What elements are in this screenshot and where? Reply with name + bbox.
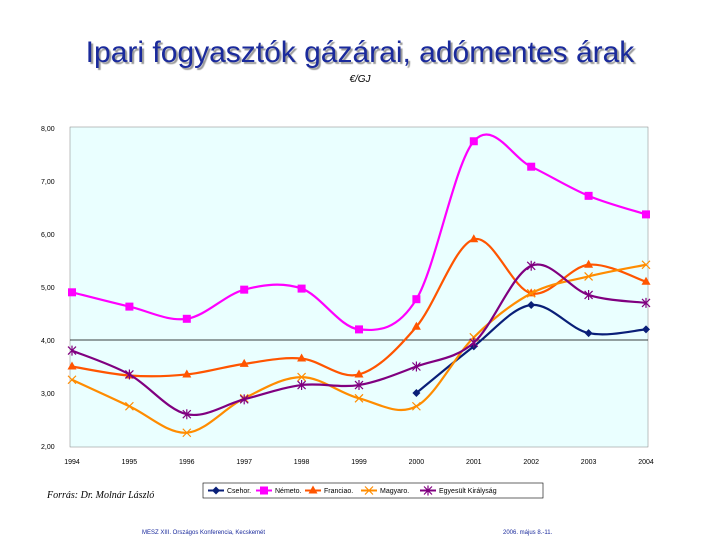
data-point bbox=[641, 260, 651, 270]
data-point bbox=[469, 137, 478, 146]
unit-label: €/GJ bbox=[349, 74, 371, 85]
data-point bbox=[526, 260, 536, 271]
data-point bbox=[584, 329, 593, 338]
data-point bbox=[125, 302, 134, 311]
x-tick-label: 1995 bbox=[122, 459, 138, 466]
legend: Csehor. Németo. Franciao. Magyaro. Egyesült … bbox=[202, 482, 544, 499]
data-point bbox=[469, 337, 479, 348]
data-point bbox=[469, 234, 479, 243]
slide-title: Ipari fogyasztók gázárai, adómentes árak bbox=[85, 36, 635, 69]
data-point bbox=[182, 369, 192, 378]
data-point bbox=[412, 389, 421, 397]
legend-swatch-marker bbox=[212, 486, 220, 495]
legend-label: Németo. bbox=[275, 488, 302, 495]
x-tick-label: 1994 bbox=[64, 459, 80, 466]
legend-swatch-marker bbox=[308, 485, 318, 494]
data-point bbox=[642, 325, 650, 334]
x-tick-label: 2003 bbox=[581, 459, 597, 466]
y-tick-label: 3,00 bbox=[41, 391, 55, 398]
data-point bbox=[182, 314, 191, 323]
data-point bbox=[67, 375, 77, 385]
data-point bbox=[527, 301, 536, 310]
x-tick-label: 1999 bbox=[351, 459, 367, 466]
data-point bbox=[642, 210, 650, 219]
source-note: Forrás: Dr. Molnár László bbox=[47, 490, 155, 501]
x-tick-label: 2004 bbox=[638, 459, 654, 466]
y-axis: 8,00 7,00 6,00 5,00 4,00 3,00 2,00 bbox=[41, 126, 648, 451]
data-point bbox=[527, 162, 536, 171]
y-tick-label: 6,00 bbox=[41, 232, 55, 239]
data-point bbox=[354, 369, 364, 378]
series-line bbox=[71, 263, 647, 417]
data-point bbox=[412, 295, 421, 304]
legend-label: Magyaro. bbox=[380, 488, 409, 495]
data-point bbox=[67, 345, 77, 356]
x-tick-label: 2000 bbox=[409, 459, 425, 466]
series-line bbox=[71, 238, 647, 378]
data-point bbox=[641, 276, 651, 285]
data-point bbox=[124, 401, 134, 411]
data-point bbox=[240, 285, 249, 294]
footer-date: 2006. május 8.-11. bbox=[503, 530, 553, 536]
data-point bbox=[297, 380, 307, 391]
legend-label: Egyesült Királyság bbox=[439, 488, 497, 495]
legend-label: Csehor. bbox=[227, 488, 251, 495]
y-tick-label: 7,00 bbox=[41, 179, 55, 186]
x-tick-label: 2002 bbox=[523, 459, 539, 466]
data-point bbox=[411, 361, 421, 372]
data-point bbox=[526, 288, 536, 298]
x-tick-label: 1997 bbox=[236, 459, 252, 466]
legend-swatch-marker bbox=[423, 485, 433, 496]
data-point bbox=[68, 288, 76, 297]
data-point bbox=[354, 393, 364, 403]
data-point bbox=[584, 191, 593, 200]
series-5 bbox=[67, 260, 651, 420]
series-layer bbox=[67, 133, 651, 438]
legend-label: Franciao. bbox=[324, 488, 353, 495]
data-point bbox=[584, 271, 594, 281]
y-tick-label: 2,00 bbox=[41, 444, 55, 451]
y-tick-label: 4,00 bbox=[41, 338, 55, 345]
series-2 bbox=[68, 133, 650, 334]
data-point bbox=[354, 380, 364, 391]
data-point bbox=[584, 259, 594, 268]
data-point bbox=[355, 325, 363, 334]
data-point bbox=[239, 358, 249, 367]
data-point bbox=[641, 297, 651, 308]
series-4 bbox=[67, 260, 651, 438]
x-tick-label: 1996 bbox=[179, 459, 195, 466]
legend-swatch-marker bbox=[364, 486, 374, 495]
data-point bbox=[584, 289, 594, 300]
data-point bbox=[182, 428, 192, 438]
data-point bbox=[67, 361, 77, 370]
data-point bbox=[297, 372, 307, 382]
x-axis: 1994 1995 1996 1997 1998 1999 2000 2001 2002 2003… bbox=[64, 459, 654, 466]
data-point bbox=[182, 409, 192, 420]
y-tick-label: 8,00 bbox=[41, 126, 55, 133]
data-point bbox=[297, 353, 307, 362]
footer-conference: MESZ XIII. Országos Konferencia, Kecskem… bbox=[142, 530, 266, 536]
series-3 bbox=[67, 234, 651, 379]
x-tick-label: 1998 bbox=[294, 459, 310, 466]
x-tick-label: 2001 bbox=[466, 459, 482, 466]
data-point bbox=[411, 401, 421, 411]
data-point bbox=[239, 394, 249, 405]
data-point bbox=[124, 369, 134, 380]
data-point bbox=[297, 284, 306, 293]
data-point bbox=[411, 321, 421, 330]
y-tick-label: 5,00 bbox=[41, 285, 55, 292]
legend-swatch-marker bbox=[260, 486, 268, 495]
